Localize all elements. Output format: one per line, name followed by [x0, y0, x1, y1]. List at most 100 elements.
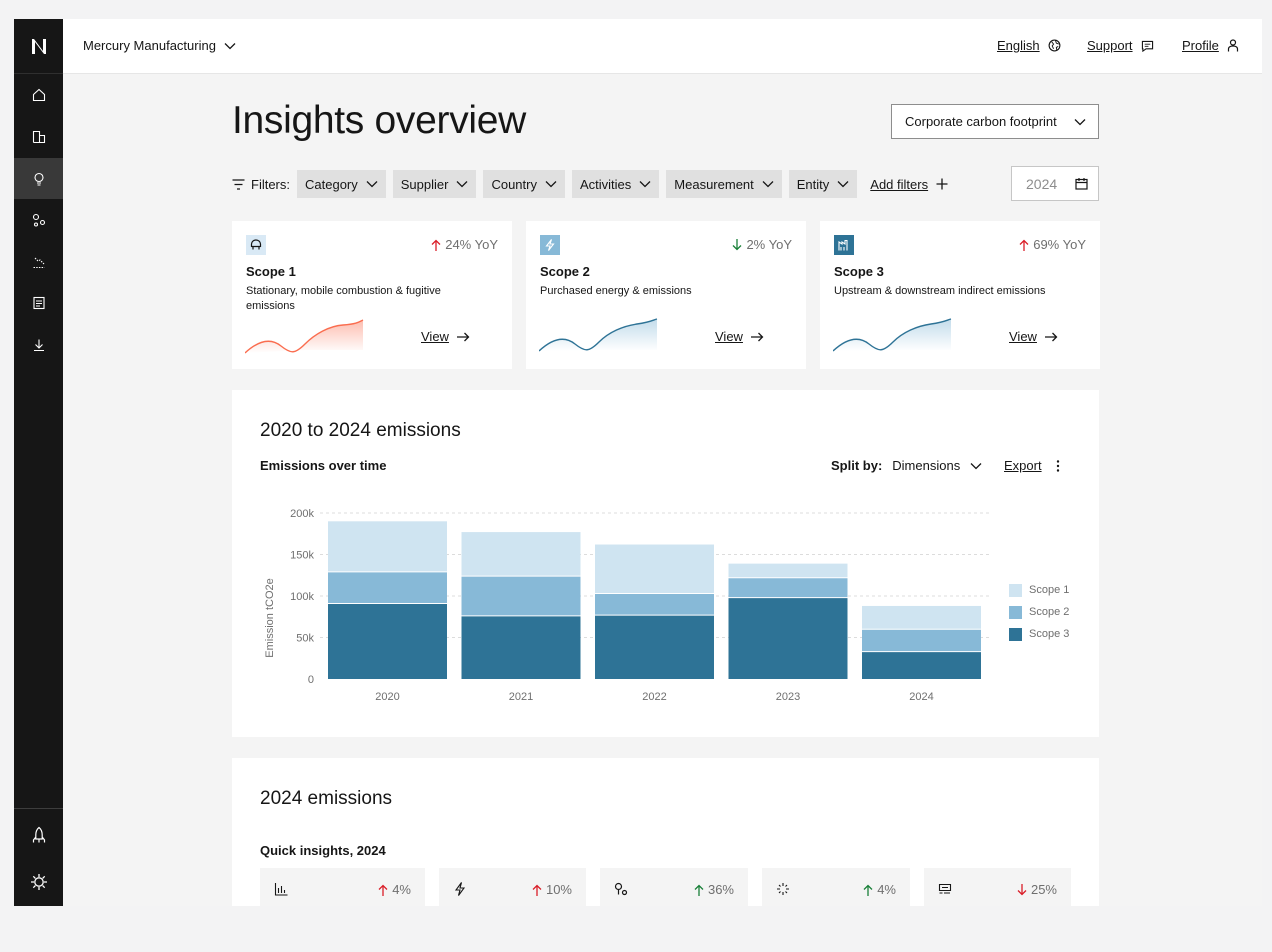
- bar-segment-scope-1[interactable]: [728, 563, 848, 578]
- truck-icon: [938, 883, 952, 894]
- add-filters-button[interactable]: Add filters: [870, 177, 948, 192]
- bar-segment-scope-2[interactable]: [728, 577, 848, 598]
- lightning-icon: [454, 882, 466, 896]
- filter-chip-measurement[interactable]: Measurement: [666, 170, 782, 198]
- rocket-icon: [32, 826, 45, 843]
- quick-insight-card[interactable]: 4%: [762, 868, 910, 906]
- emissions-bar-chart: 0 50k 100k 150k 200k 2020 2021 2022 2023 2024 Em…: [264, 508, 990, 703]
- sidebar-item-buildings[interactable]: [14, 116, 63, 157]
- profile-link[interactable]: Profile: [1182, 38, 1239, 53]
- x-tick-label: 2024: [909, 691, 933, 703]
- bar-segment-scope-2[interactable]: [328, 571, 447, 604]
- quick-insight-change: 10%: [532, 882, 572, 897]
- filters-label-group: Filters:: [232, 177, 290, 192]
- yoy-change: 69% YoY: [1019, 237, 1086, 252]
- filter-chip-activities[interactable]: Activities: [571, 170, 660, 198]
- year-picker[interactable]: 2024: [1011, 166, 1099, 201]
- org-switcher[interactable]: Mercury Manufacturing: [83, 38, 236, 53]
- quick-insight-card[interactable]: 10%: [439, 868, 586, 906]
- view-label: View: [715, 329, 743, 344]
- settings-icon: [30, 874, 47, 890]
- year-value: 2024: [1026, 175, 1058, 192]
- bar-chart-icon: [274, 883, 288, 896]
- filter-chip-category[interactable]: Category: [297, 170, 386, 198]
- arrow-right-icon: [1044, 332, 1058, 341]
- filter-chip-country[interactable]: Country: [483, 170, 565, 198]
- top-header: Mercury Manufacturing English Support Pr…: [63, 19, 1262, 74]
- sidebar-item-settings[interactable]: [14, 861, 63, 903]
- quick-insights-title: Quick insights, 2024: [260, 843, 386, 858]
- sidebar-item-home[interactable]: [14, 74, 63, 115]
- legend-item[interactable]: Scope 1: [1009, 579, 1069, 601]
- x-tick-label: 2023: [776, 691, 800, 703]
- bar-segment-scope-3[interactable]: [595, 615, 714, 679]
- sidebar-item-analytics[interactable]: [14, 241, 63, 282]
- y-axis-label: Emission tCO2e: [264, 578, 276, 657]
- split-by-select[interactable]: Split by: Dimensions: [831, 458, 982, 473]
- page-title: Insights overview: [232, 99, 527, 142]
- scope-1-view-link[interactable]: View: [421, 329, 470, 344]
- quick-insight-value: 25%: [1030, 882, 1057, 897]
- sidebar-item-insights[interactable]: [14, 158, 63, 199]
- quick-insight-card[interactable]: 4%: [260, 868, 425, 906]
- sidebar-item-downloads[interactable]: [14, 324, 63, 365]
- footprint-select[interactable]: Corporate carbon footprint: [891, 104, 1099, 139]
- sparkle-icon: [777, 883, 789, 895]
- quick-insight-change: 4%: [863, 882, 896, 897]
- card-description: Purchased energy & emissions: [540, 285, 692, 297]
- export-label: Export: [1004, 458, 1042, 473]
- sidebar-item-launch[interactable]: [14, 814, 63, 856]
- filter-chip-entity[interactable]: Entity: [788, 170, 858, 198]
- filter-chip-supplier[interactable]: Supplier: [392, 170, 477, 198]
- logo[interactable]: [14, 19, 63, 74]
- scope-3-view-link[interactable]: View: [1009, 329, 1058, 344]
- bar-segment-scope-2[interactable]: [595, 593, 714, 616]
- card-description: Stationary, mobile combustion & fugitive…: [246, 285, 441, 312]
- bar-segment-scope-1[interactable]: [595, 544, 714, 594]
- quick-insight-card[interactable]: 25%: [924, 868, 1071, 906]
- lightbulb-icon: [33, 172, 44, 186]
- filters-label: Filters:: [251, 176, 290, 192]
- quick-insight-card[interactable]: 36%: [600, 868, 748, 906]
- legend-swatch: [1009, 605, 1022, 619]
- scope-3-sparkline: [833, 318, 952, 352]
- yoy-change: 2% YoY: [732, 237, 792, 252]
- export-button[interactable]: Export: [1004, 458, 1060, 473]
- legend-item[interactable]: Scope 3: [1009, 623, 1069, 645]
- emissions-2024-panel: 2024 emissions Quick insights, 2024 4% 1…: [232, 758, 1099, 906]
- bar-segment-scope-3[interactable]: [461, 615, 581, 679]
- app-frame: Mercury Manufacturing English Support Pr…: [14, 19, 1262, 906]
- lightning-icon: [540, 235, 560, 255]
- arrow-up-icon: [863, 884, 873, 896]
- legend-item[interactable]: Scope 2: [1009, 601, 1069, 623]
- filter-chip-label: Entity: [796, 176, 830, 192]
- steering-wheel-icon: [246, 235, 266, 255]
- support-link[interactable]: Support: [1087, 38, 1154, 53]
- network-icon: [614, 882, 628, 896]
- language-link[interactable]: English: [997, 38, 1061, 53]
- chart-subtitle: Emissions over time: [260, 458, 387, 473]
- chevron-down-icon: [1074, 118, 1086, 125]
- sidebar-divider: [14, 808, 63, 809]
- scope-2-view-link[interactable]: View: [715, 329, 764, 344]
- sidebar-item-reports[interactable]: [14, 282, 63, 323]
- legend-swatch: [1009, 627, 1022, 641]
- bar-segment-scope-3[interactable]: [862, 651, 981, 679]
- buildings-icon: [32, 130, 45, 143]
- logo-icon: [31, 38, 46, 54]
- home-icon: [32, 88, 45, 101]
- overflow-menu-icon: [1056, 459, 1059, 472]
- bar-segment-scope-1[interactable]: [461, 532, 581, 577]
- sidebar-item-network[interactable]: [14, 199, 63, 240]
- x-tick-label: 2020: [375, 691, 399, 703]
- bar-segment-scope-3[interactable]: [328, 603, 447, 679]
- bar-segment-scope-3[interactable]: [728, 597, 848, 679]
- factory-icon: [834, 235, 854, 255]
- bar-segment-scope-1[interactable]: [328, 521, 447, 572]
- sidebar: [14, 19, 63, 906]
- bar-segment-scope-2[interactable]: [862, 629, 981, 652]
- quick-insight-value: 4%: [392, 882, 411, 897]
- bar-segment-scope-1[interactable]: [862, 605, 981, 630]
- bar-segment-scope-2[interactable]: [461, 576, 581, 616]
- chevron-down-icon: [366, 181, 378, 188]
